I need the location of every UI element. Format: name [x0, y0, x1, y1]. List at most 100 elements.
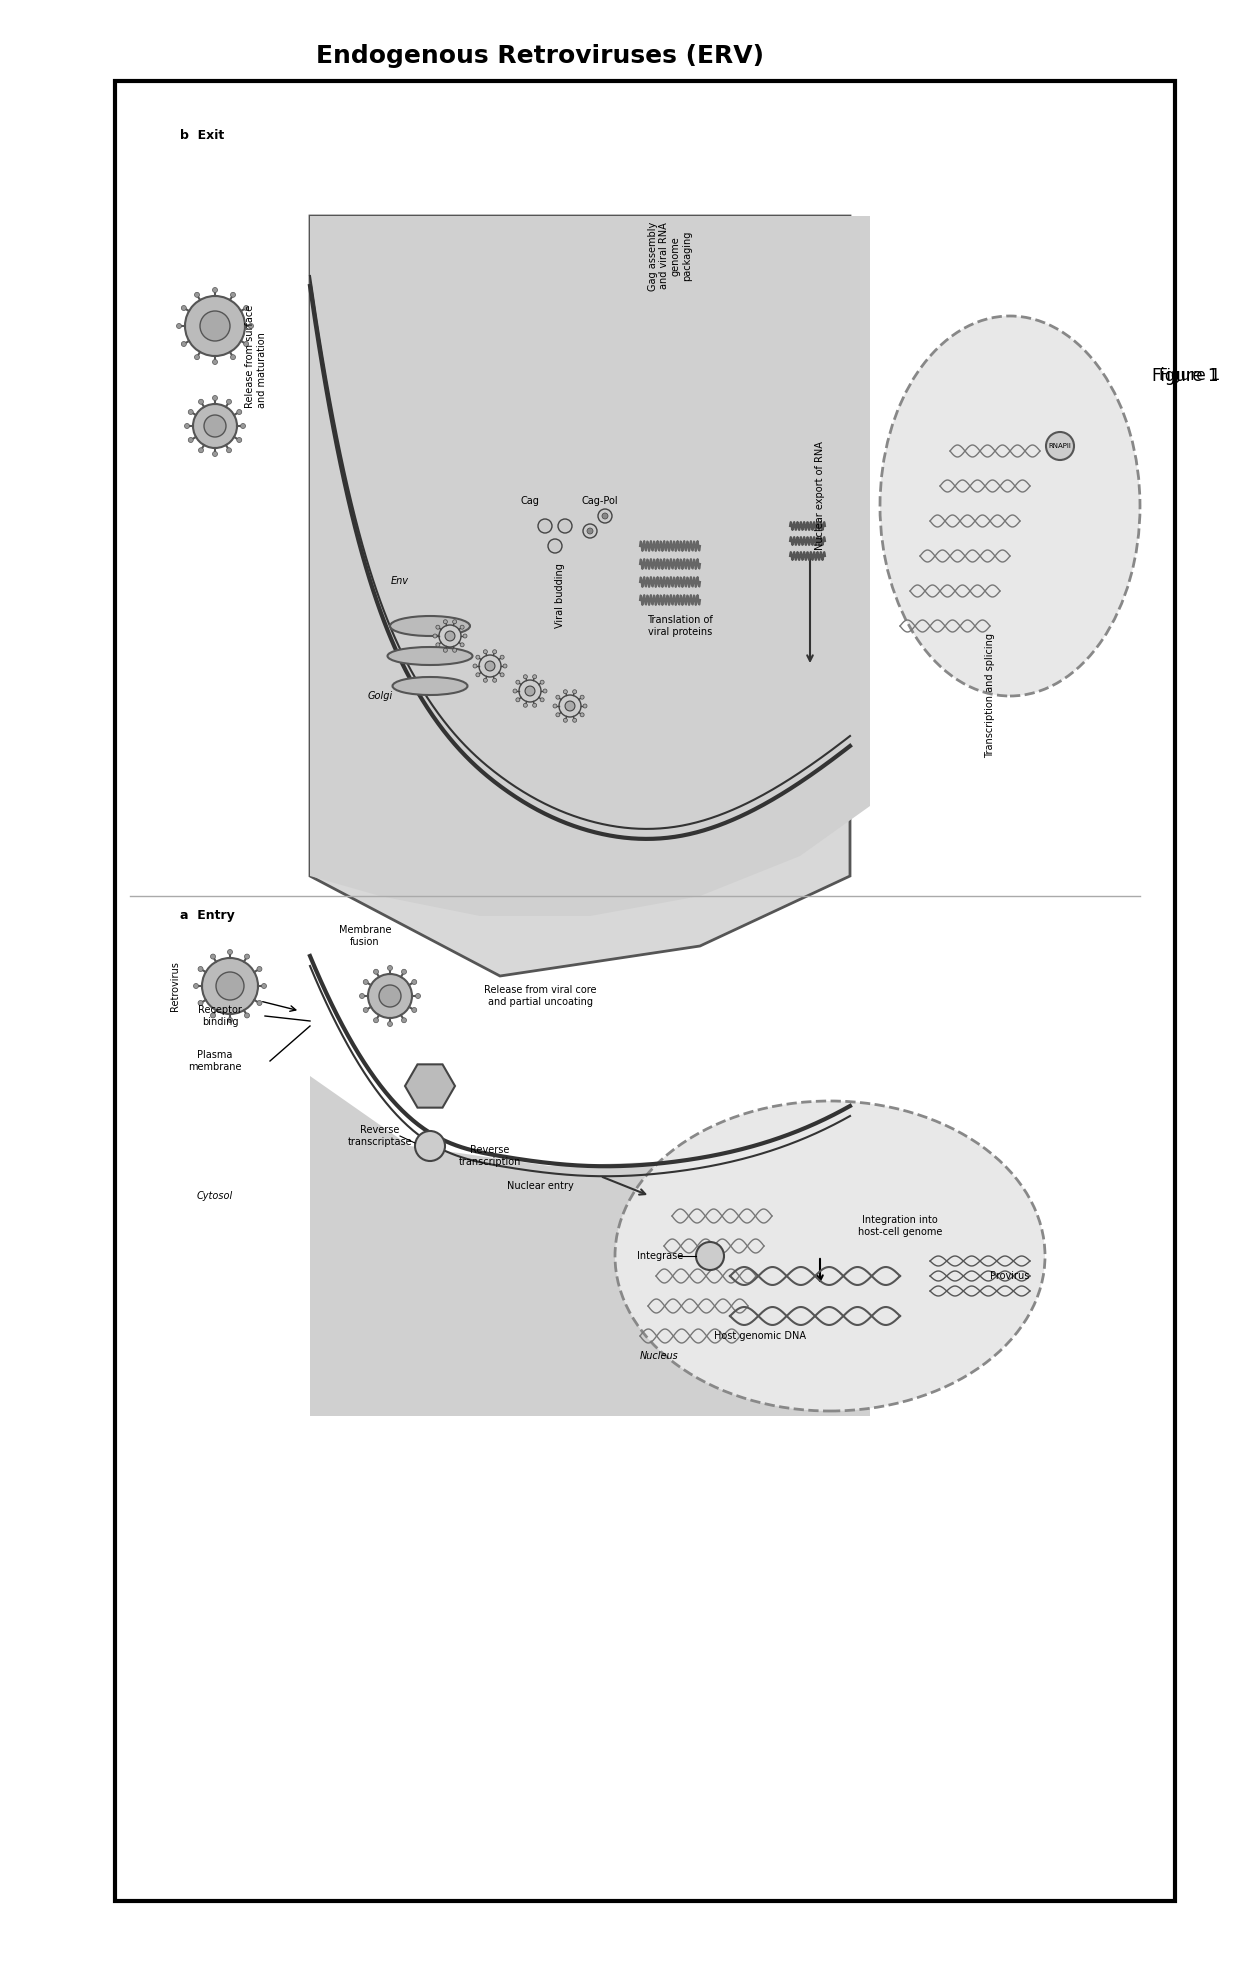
Circle shape — [460, 642, 464, 646]
Circle shape — [580, 713, 584, 717]
Text: Retrovirus: Retrovirus — [170, 960, 180, 1012]
Circle shape — [484, 650, 487, 654]
Circle shape — [520, 680, 541, 701]
Circle shape — [436, 642, 440, 646]
Circle shape — [553, 703, 557, 707]
Circle shape — [533, 703, 537, 707]
Circle shape — [541, 680, 544, 684]
Circle shape — [402, 970, 407, 974]
Text: Cytosol: Cytosol — [197, 1192, 233, 1201]
Circle shape — [476, 656, 480, 660]
Circle shape — [402, 1018, 407, 1024]
Bar — [115, 81, 1176, 1901]
Circle shape — [565, 701, 575, 711]
Circle shape — [188, 409, 193, 415]
Circle shape — [463, 634, 467, 638]
Text: Nucleus: Nucleus — [640, 1352, 678, 1361]
Text: a  Entry: a Entry — [180, 909, 234, 923]
Circle shape — [548, 539, 562, 553]
Circle shape — [257, 1000, 262, 1006]
Text: RNAPII: RNAPII — [1049, 443, 1071, 449]
Circle shape — [503, 664, 507, 668]
Circle shape — [587, 528, 593, 534]
Circle shape — [453, 620, 456, 624]
Circle shape — [200, 310, 229, 342]
Polygon shape — [405, 1065, 455, 1109]
Circle shape — [543, 690, 547, 694]
Circle shape — [445, 630, 455, 640]
Text: Cag: Cag — [521, 496, 539, 506]
Circle shape — [479, 654, 501, 678]
Circle shape — [193, 984, 198, 988]
Polygon shape — [310, 215, 870, 917]
Circle shape — [412, 1008, 417, 1012]
Ellipse shape — [391, 617, 470, 636]
Circle shape — [436, 624, 440, 628]
Circle shape — [231, 292, 236, 296]
Circle shape — [387, 966, 393, 970]
Circle shape — [492, 650, 497, 654]
Circle shape — [368, 974, 412, 1018]
Circle shape — [205, 415, 226, 437]
Circle shape — [212, 360, 217, 364]
Circle shape — [244, 954, 249, 958]
Circle shape — [533, 674, 537, 678]
Circle shape — [558, 520, 572, 534]
Circle shape — [227, 1018, 233, 1022]
Circle shape — [185, 296, 246, 356]
Circle shape — [485, 662, 495, 672]
Circle shape — [460, 624, 464, 628]
Circle shape — [181, 306, 186, 310]
Circle shape — [212, 451, 217, 456]
Text: Endogenous Retroviruses (ERV): Endogenous Retroviruses (ERV) — [316, 43, 764, 67]
Circle shape — [513, 690, 517, 694]
Circle shape — [601, 514, 608, 520]
Circle shape — [211, 1014, 216, 1018]
Circle shape — [176, 324, 181, 328]
Circle shape — [573, 717, 577, 723]
Circle shape — [556, 713, 560, 717]
Text: Gag assembly
and viral RNA
genome
packaging: Gag assembly and viral RNA genome packag… — [647, 221, 692, 290]
Polygon shape — [310, 927, 870, 1417]
Circle shape — [193, 403, 237, 449]
Circle shape — [244, 342, 249, 346]
Text: Release from viral core
and partial uncoating: Release from viral core and partial unco… — [484, 986, 596, 1008]
Circle shape — [580, 696, 584, 700]
Circle shape — [563, 717, 568, 723]
Circle shape — [185, 423, 190, 429]
Circle shape — [248, 324, 253, 328]
Text: Receptor
binding: Receptor binding — [198, 1006, 242, 1028]
Text: Cag-Pol: Cag-Pol — [582, 496, 619, 506]
Circle shape — [227, 950, 233, 954]
Circle shape — [573, 690, 577, 694]
Circle shape — [244, 306, 249, 310]
Circle shape — [195, 292, 200, 296]
Circle shape — [211, 954, 216, 958]
Circle shape — [202, 958, 258, 1014]
Text: Integration into
host-cell genome: Integration into host-cell genome — [858, 1215, 942, 1237]
Polygon shape — [310, 215, 849, 976]
Text: Figure 1: Figure 1 — [1152, 368, 1218, 385]
Circle shape — [541, 698, 544, 701]
Circle shape — [198, 449, 203, 453]
Text: Transcription and splicing: Transcription and splicing — [985, 634, 994, 759]
Text: Nuclear entry: Nuclear entry — [507, 1182, 573, 1192]
Circle shape — [412, 980, 417, 984]
Text: Reverse
transcriptase: Reverse transcriptase — [347, 1124, 413, 1146]
Circle shape — [360, 994, 365, 998]
Circle shape — [237, 409, 242, 415]
Circle shape — [556, 696, 560, 700]
Text: Plasma
membrane: Plasma membrane — [188, 1049, 242, 1071]
Circle shape — [538, 520, 552, 534]
Circle shape — [583, 524, 596, 537]
Circle shape — [241, 423, 246, 429]
Text: Env: Env — [391, 575, 409, 587]
Circle shape — [500, 656, 505, 660]
Circle shape — [484, 678, 487, 682]
Circle shape — [198, 399, 203, 405]
Circle shape — [212, 287, 217, 292]
Circle shape — [516, 698, 520, 701]
Circle shape — [198, 966, 203, 972]
Circle shape — [262, 984, 267, 988]
Circle shape — [500, 672, 505, 678]
